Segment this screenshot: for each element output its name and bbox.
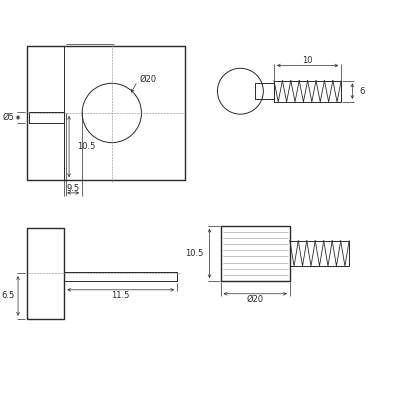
Text: 6.5: 6.5: [2, 292, 15, 300]
Text: Ø20: Ø20: [247, 295, 264, 304]
Text: 10.5: 10.5: [185, 249, 204, 258]
Text: 10: 10: [302, 56, 313, 65]
Text: 11.5: 11.5: [112, 291, 130, 300]
Text: Ø5: Ø5: [3, 113, 15, 122]
Text: 9.5: 9.5: [67, 184, 80, 193]
Text: Ø20: Ø20: [140, 75, 157, 84]
Text: 6: 6: [360, 87, 365, 96]
Text: 10.5: 10.5: [77, 142, 95, 151]
